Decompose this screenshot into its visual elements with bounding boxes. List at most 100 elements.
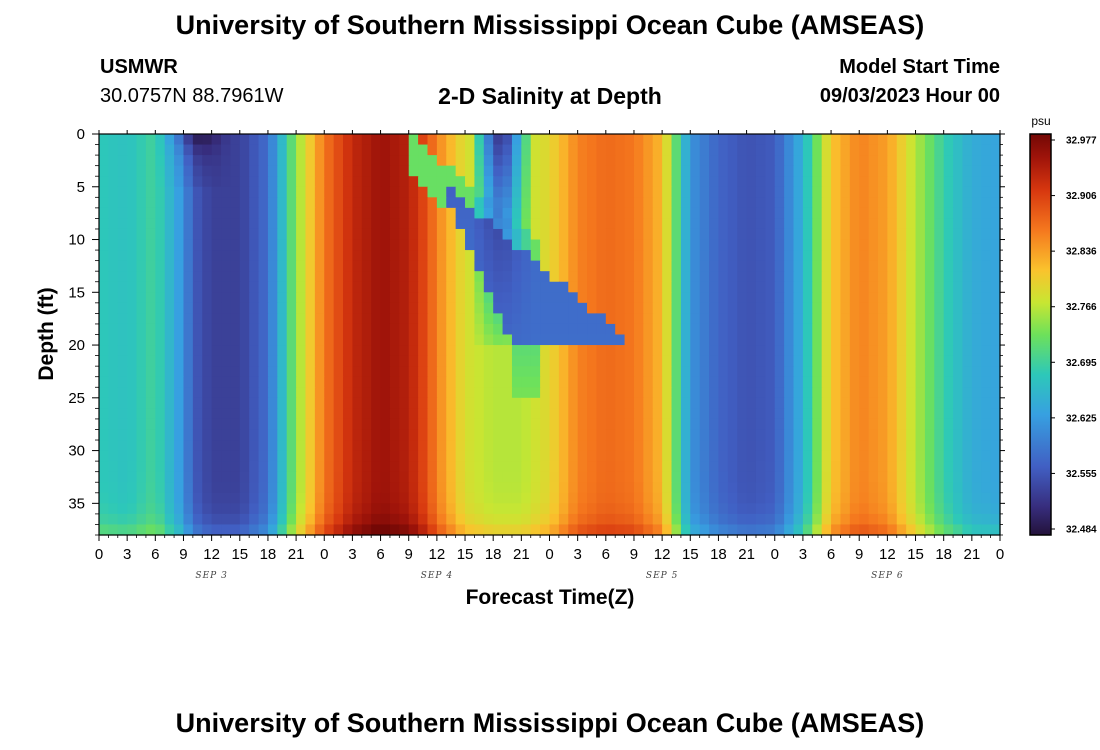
heatmap-cell [192,323,203,336]
heatmap-cell [605,492,616,504]
heatmap-cell [221,197,231,209]
heatmap-cell [267,376,278,388]
heatmap-cell [117,144,128,156]
heatmap-cell [943,197,954,209]
heatmap-cell [859,228,870,241]
heatmap-cell [305,228,316,241]
heatmap-cell [699,513,710,526]
heatmap-cell [389,165,400,177]
heatmap-cell [934,313,945,325]
heatmap-cell [221,281,231,293]
heatmap-cell [427,281,438,293]
heatmap-cell [699,408,710,420]
heatmap-cell [108,397,119,409]
heatmap-cell [887,176,898,188]
heatmap-cell [174,228,185,241]
heatmap-cell [399,197,410,209]
heatmap-cell [202,239,213,251]
heatmap-cell [953,207,964,220]
heatmap-cell [174,207,185,220]
heatmap-cell [267,513,278,526]
heatmap-cell [784,492,795,504]
heatmap-cell [831,345,842,357]
heatmap-cell [314,408,325,420]
heatmap-cell [174,144,185,156]
heatmap-cell [418,461,429,473]
heatmap-cell [793,492,804,504]
heatmap-cell [671,482,682,494]
heatmap-cell [915,387,926,399]
heatmap-cell [652,366,663,378]
heatmap-cell [174,197,185,209]
heatmap-cell [990,366,1001,378]
heatmap-cell [343,218,354,230]
heatmap-cell [502,197,513,209]
heatmap-cell [183,239,194,251]
heatmap-cell [558,397,569,409]
heatmap-cell [718,134,729,146]
heatmap-cell [277,387,288,399]
heatmap-cell [755,524,766,536]
heatmap-cell [671,250,682,262]
heatmap-cell [221,524,231,536]
heatmap-cell [840,418,851,431]
heatmap-cell [333,250,344,262]
heatmap-cell [633,387,644,399]
heatmap-cell [239,292,250,304]
heatmap-cell [202,281,213,293]
heatmap-cell [943,313,954,325]
heatmap-cell [521,186,532,198]
heatmap-cell [802,250,813,262]
heatmap-cell [699,218,710,230]
heatmap-cell [746,260,757,272]
heatmap-cell [521,418,532,431]
heatmap-cell [953,429,964,441]
heatmap-cell [164,482,175,494]
heatmap-cell [418,482,429,494]
heatmap-cell [324,450,335,462]
heatmap-cell [399,302,410,314]
heatmap-cell [981,313,992,325]
heatmap-cell [812,313,823,325]
heatmap-cell [427,513,438,526]
heatmap-cell [652,165,663,177]
heatmap-cell [699,207,710,220]
heatmap-cell [943,524,954,536]
heatmap-cell [709,292,720,304]
heatmap-cell [962,376,973,388]
heatmap-cell [934,503,945,515]
heatmap-cell [127,397,138,409]
heatmap-cell [812,376,823,388]
heatmap-cell [690,302,701,314]
heatmap-cell [380,176,391,188]
heatmap-cell [164,302,175,314]
heatmap-cell [802,376,813,388]
heatmap-cell [511,239,522,251]
heatmap-cell [699,250,710,262]
heatmap-cell [943,281,954,293]
heatmap-cell [840,482,851,494]
heatmap-cell [343,302,354,314]
heatmap-cell [821,176,832,188]
heatmap-cell [183,197,194,209]
heatmap-cell [605,387,616,399]
heatmap-cell [192,207,203,220]
station-coordinates: 30.0757N 88.7961W [100,85,284,107]
heatmap-cell [286,250,297,262]
heatmap-cell [117,228,128,241]
heatmap-cell [530,176,541,188]
heatmap-cell [774,492,785,504]
heatmap-cell [314,313,325,325]
heatmap-cell [455,334,466,346]
heatmap-cell [896,418,907,431]
heatmap-cell [868,207,879,220]
heatmap-cell [258,292,269,304]
heatmap-cell [727,366,738,378]
heatmap-cell [568,134,579,146]
heatmap-cell [831,450,842,462]
heatmap-cell [305,492,316,504]
heatmap-cell [540,186,551,198]
heatmap-cell [371,408,382,420]
heatmap-cell [493,207,504,220]
heatmap-cell [671,218,682,230]
